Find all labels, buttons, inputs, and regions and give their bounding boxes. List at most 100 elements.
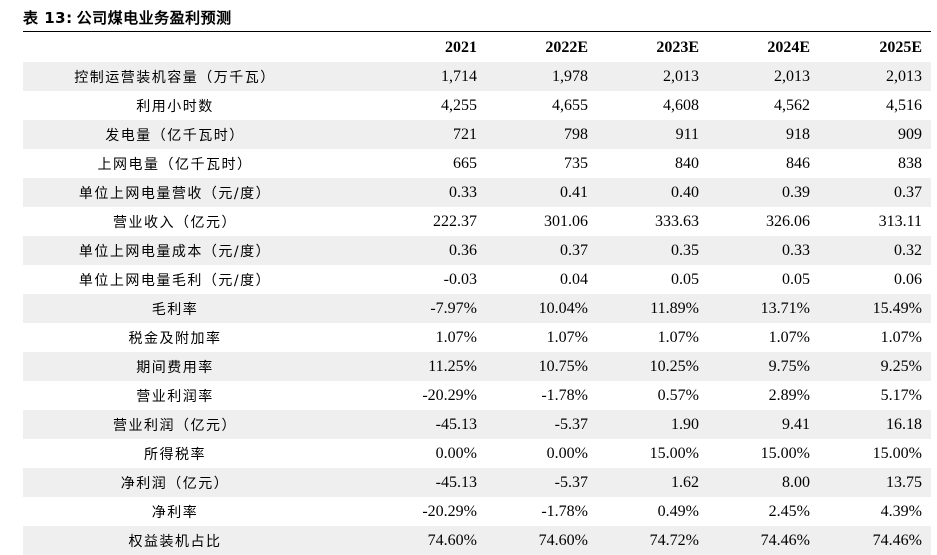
value-cell: 909 (898, 125, 922, 143)
header-cell-2025e: 2025E (879, 38, 922, 56)
value-cell: 4,516 (886, 96, 922, 114)
value-cell: 0.05 (782, 270, 810, 288)
table-row: 权益装机占比 74.60% 74.60% 74.72% 74.46% 74.46… (23, 526, 931, 555)
value-cell: 721 (453, 125, 477, 143)
value-cell: 2,013 (774, 67, 810, 85)
value-cell: 1.07% (546, 328, 588, 346)
value-cell: -1.78% (541, 502, 588, 520)
value-cell: 74.60% (427, 531, 477, 549)
value-cell: 15.00% (872, 444, 922, 462)
table-row: 毛利率 -7.97% 10.04% 11.89% 13.71% 15.49% (23, 294, 931, 323)
value-cell: 4,562 (774, 96, 810, 114)
value-cell: -20.29% (422, 502, 477, 520)
value-cell: 11.89% (650, 299, 699, 317)
row-label: 税金及附加率 (128, 330, 222, 347)
table-row: 净利润（亿元） -45.13 -5.37 1.62 8.00 13.75 (23, 468, 931, 497)
table-row: 发电量（亿千瓦时） 721 798 911 918 909 (23, 120, 931, 149)
value-cell: 0.00% (546, 444, 588, 462)
value-cell: -5.37 (554, 415, 588, 433)
value-cell: 1.07% (435, 328, 477, 346)
table-number-label: 表 13: (23, 8, 73, 27)
value-cell: 8.00 (782, 473, 810, 491)
top-rule-divider (23, 31, 931, 32)
value-cell: 665 (453, 154, 477, 172)
table-title-text: 公司煤电业务盈利预测 (76, 8, 232, 27)
table-row: 营业利润（亿元） -45.13 -5.37 1.90 9.41 16.18 (23, 410, 931, 439)
value-cell: 2,013 (663, 67, 699, 85)
value-cell: 1.62 (671, 473, 699, 491)
value-cell: 326.06 (766, 212, 810, 230)
value-cell: 2,013 (886, 67, 922, 85)
value-cell: -20.29% (422, 386, 477, 404)
value-cell: 838 (898, 154, 922, 172)
value-cell: 0.33 (782, 241, 810, 259)
value-cell: 15.49% (872, 299, 922, 317)
table-row: 净利率 -20.29% -1.78% 0.49% 2.45% 4.39% (23, 497, 931, 526)
table-title: 表 13: 公司煤电业务盈利预测 (23, 6, 232, 28)
value-cell: 0.40 (671, 183, 699, 201)
value-cell: 1,714 (441, 67, 477, 85)
value-cell: 4.39% (880, 502, 922, 520)
value-cell: 0.37 (894, 183, 922, 201)
value-cell: 16.18 (886, 415, 922, 433)
table-row: 单位上网电量毛利（元/度） -0.03 0.04 0.05 0.05 0.06 (23, 265, 931, 294)
value-cell: 5.17% (880, 386, 922, 404)
value-cell: 74.46% (760, 531, 810, 549)
value-cell: 10.25% (649, 357, 699, 375)
value-cell: 1.07% (657, 328, 699, 346)
row-label: 单位上网电量营收（元/度） (78, 185, 272, 202)
value-cell: 313.11 (878, 212, 922, 230)
row-label: 利用小时数 (136, 98, 214, 115)
value-cell: 4,608 (663, 96, 699, 114)
row-label: 期间费用率 (136, 359, 214, 376)
value-cell: 0.32 (894, 241, 922, 259)
row-label: 营业收入（亿元） (113, 214, 237, 231)
value-cell: 0.57% (657, 386, 699, 404)
value-cell: 4,655 (552, 96, 588, 114)
value-cell: 0.33 (449, 183, 477, 201)
table-row: 单位上网电量营收（元/度） 0.33 0.41 0.40 0.39 0.37 (23, 178, 931, 207)
value-cell: 1,978 (552, 67, 588, 85)
value-cell: 2.89% (768, 386, 810, 404)
value-cell: 9.75% (768, 357, 810, 375)
value-cell: 0.41 (560, 183, 588, 201)
value-cell: 0.39 (782, 183, 810, 201)
value-cell: 10.04% (538, 299, 588, 317)
value-cell: 13.71% (760, 299, 810, 317)
row-label: 毛利率 (151, 301, 199, 318)
value-cell: 0.37 (560, 241, 588, 259)
value-cell: 13.75 (886, 473, 922, 491)
value-cell: 1.07% (768, 328, 810, 346)
value-cell: 301.06 (544, 212, 588, 230)
table-row: 期间费用率 11.25% 10.75% 10.25% 9.75% 9.25% (23, 352, 931, 381)
value-cell: 0.05 (671, 270, 699, 288)
row-label: 营业利润（亿元） (113, 417, 237, 434)
value-cell: 4,255 (441, 96, 477, 114)
value-cell: 846 (786, 154, 810, 172)
table-row: 单位上网电量成本（元/度） 0.36 0.37 0.35 0.33 0.32 (23, 236, 931, 265)
header-cell-2022e: 2022E (545, 38, 588, 56)
row-label: 控制运营装机容量（万千瓦） (74, 69, 276, 86)
value-cell: -1.78% (541, 386, 588, 404)
value-cell: 15.00% (649, 444, 699, 462)
table-row: 所得税率 0.00% 0.00% 15.00% 15.00% 15.00% (23, 439, 931, 468)
value-cell: 0.06 (894, 270, 922, 288)
value-cell: -7.97% (430, 299, 477, 317)
value-cell: 11.25% (428, 357, 477, 375)
value-cell: 1.90 (671, 415, 699, 433)
row-label: 权益装机占比 (128, 533, 222, 550)
value-cell: 798 (564, 125, 588, 143)
row-label: 所得税率 (144, 446, 206, 463)
value-cell: 0.36 (449, 241, 477, 259)
row-label: 发电量（亿千瓦时） (105, 127, 245, 144)
value-cell: 222.37 (433, 212, 477, 230)
value-cell: 918 (786, 125, 810, 143)
header-cell-2024e: 2024E (767, 38, 810, 56)
header-cell-2021: 2021 (445, 38, 477, 56)
value-cell: 911 (675, 125, 699, 143)
row-label: 净利润（亿元） (120, 475, 230, 492)
row-label: 单位上网电量成本（元/度） (78, 243, 272, 260)
value-cell: -5.37 (554, 473, 588, 491)
value-cell: 9.41 (782, 415, 810, 433)
value-cell: 74.72% (649, 531, 699, 549)
